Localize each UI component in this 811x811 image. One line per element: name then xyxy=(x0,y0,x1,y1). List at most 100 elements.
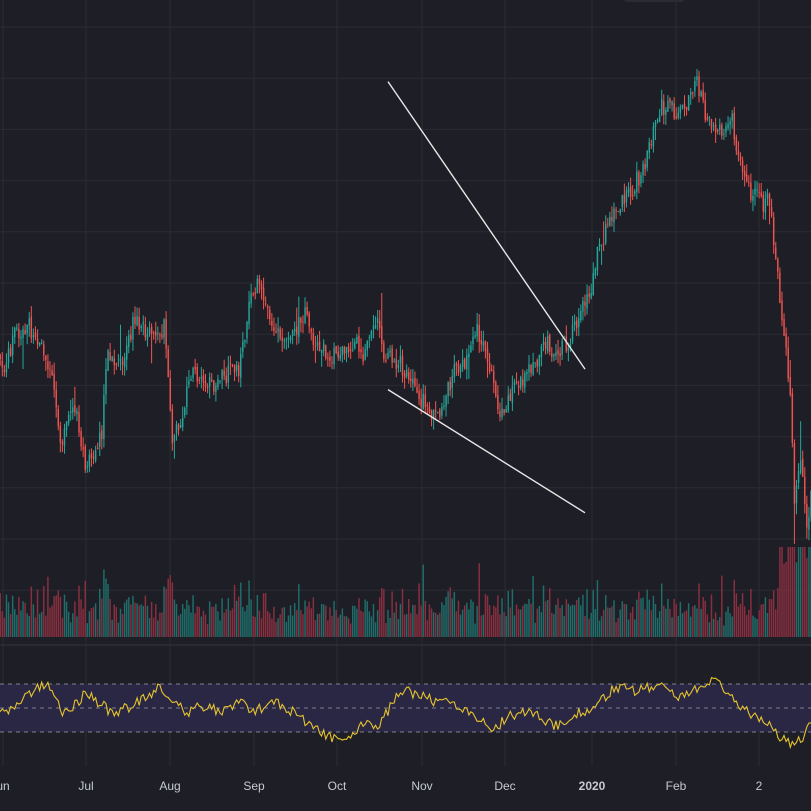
volume-bar xyxy=(401,588,404,637)
volume-bar xyxy=(578,597,580,637)
volume-bar xyxy=(208,601,211,637)
candle-body xyxy=(517,385,520,388)
candle-body xyxy=(671,101,673,105)
volume-bar xyxy=(621,601,624,637)
volume-bar xyxy=(227,598,230,637)
volume-bar xyxy=(733,580,735,637)
volume-bar xyxy=(704,600,706,637)
toolbar-tab[interactable] xyxy=(624,0,684,2)
candle-body xyxy=(364,349,366,360)
candle-body xyxy=(648,142,650,153)
x-tick-label: 2020 xyxy=(579,779,606,793)
rsi-line xyxy=(0,676,811,750)
candle-body xyxy=(177,424,180,431)
candle-body xyxy=(578,318,580,328)
candle-body xyxy=(590,293,592,299)
candle-body xyxy=(420,398,422,407)
candle-body xyxy=(393,361,395,363)
candle-body xyxy=(619,209,621,214)
volume-bar xyxy=(708,622,711,637)
candle-body xyxy=(302,321,304,323)
volume-bar xyxy=(5,594,8,637)
volume-bar xyxy=(34,617,37,637)
candle-body xyxy=(362,354,364,362)
volume-bar xyxy=(63,594,66,637)
candle-body xyxy=(636,171,638,192)
candle-body xyxy=(665,109,667,115)
candle-body xyxy=(211,379,213,382)
volume-bar xyxy=(698,583,700,637)
volume-bar xyxy=(793,547,796,637)
candle-body xyxy=(631,195,634,197)
candle-body xyxy=(408,372,410,380)
volume-bar xyxy=(146,605,149,637)
candle-body xyxy=(395,359,398,369)
candle-body xyxy=(741,160,744,172)
volume-bar xyxy=(617,618,619,637)
volume-bar xyxy=(667,598,669,637)
candle-body xyxy=(358,335,360,352)
volume-bar xyxy=(663,605,665,637)
volume-bar xyxy=(306,606,308,637)
volume-bar xyxy=(352,605,354,637)
candle-body xyxy=(370,330,373,339)
volume-bar xyxy=(61,617,64,637)
volume-bar xyxy=(225,609,227,637)
candle-body xyxy=(325,345,327,359)
candle-body xyxy=(733,112,735,140)
volume-bar xyxy=(28,615,30,637)
candle-body xyxy=(561,340,563,355)
volume-bar xyxy=(731,616,733,637)
volume-bar xyxy=(519,609,522,637)
x-tick-label: Dec xyxy=(494,779,515,793)
volume-bar xyxy=(30,586,33,637)
candle-body xyxy=(613,208,615,223)
candle-body xyxy=(173,435,176,442)
volume-bar xyxy=(488,605,491,637)
candle-body xyxy=(7,348,10,363)
volume-bar xyxy=(150,601,153,637)
volume-bar xyxy=(783,563,785,637)
volume-bar xyxy=(692,606,694,637)
candle-body xyxy=(186,386,188,408)
volume-bar xyxy=(801,547,804,637)
trendlines[interactable] xyxy=(387,81,586,514)
candle-body xyxy=(727,124,729,129)
candle-body xyxy=(677,112,680,118)
candle-body xyxy=(754,188,756,195)
candle-body xyxy=(600,244,603,246)
volume-bar xyxy=(117,622,120,637)
candle-body xyxy=(49,368,51,370)
candle-body xyxy=(553,354,555,356)
candle-body xyxy=(213,380,215,392)
candle-body xyxy=(289,336,292,340)
x-tick-label: Oct xyxy=(328,779,347,793)
candle-body xyxy=(119,358,122,362)
candle-body xyxy=(530,365,532,373)
candle-body xyxy=(567,347,570,351)
candle-body xyxy=(76,410,78,415)
volume-bar xyxy=(125,599,128,637)
candle-body xyxy=(372,325,375,330)
candle-body xyxy=(698,76,700,97)
candle-body xyxy=(484,341,487,352)
volume-bar xyxy=(710,594,713,637)
volume-bar xyxy=(92,607,95,637)
volume-bar xyxy=(103,569,105,637)
volume-bar xyxy=(625,604,628,637)
candle-body xyxy=(687,95,690,111)
candle-body xyxy=(237,365,240,377)
candle-body xyxy=(26,324,28,334)
volume-bar xyxy=(758,610,760,637)
candle-body xyxy=(96,448,99,450)
candle-body xyxy=(793,443,796,504)
volume-bar xyxy=(627,619,630,637)
volume-bar xyxy=(785,561,787,637)
candle-body xyxy=(260,284,263,290)
volume-bar xyxy=(18,597,20,637)
candle-body xyxy=(681,104,684,108)
volume-bar xyxy=(441,602,443,637)
volume-bar xyxy=(275,621,277,637)
